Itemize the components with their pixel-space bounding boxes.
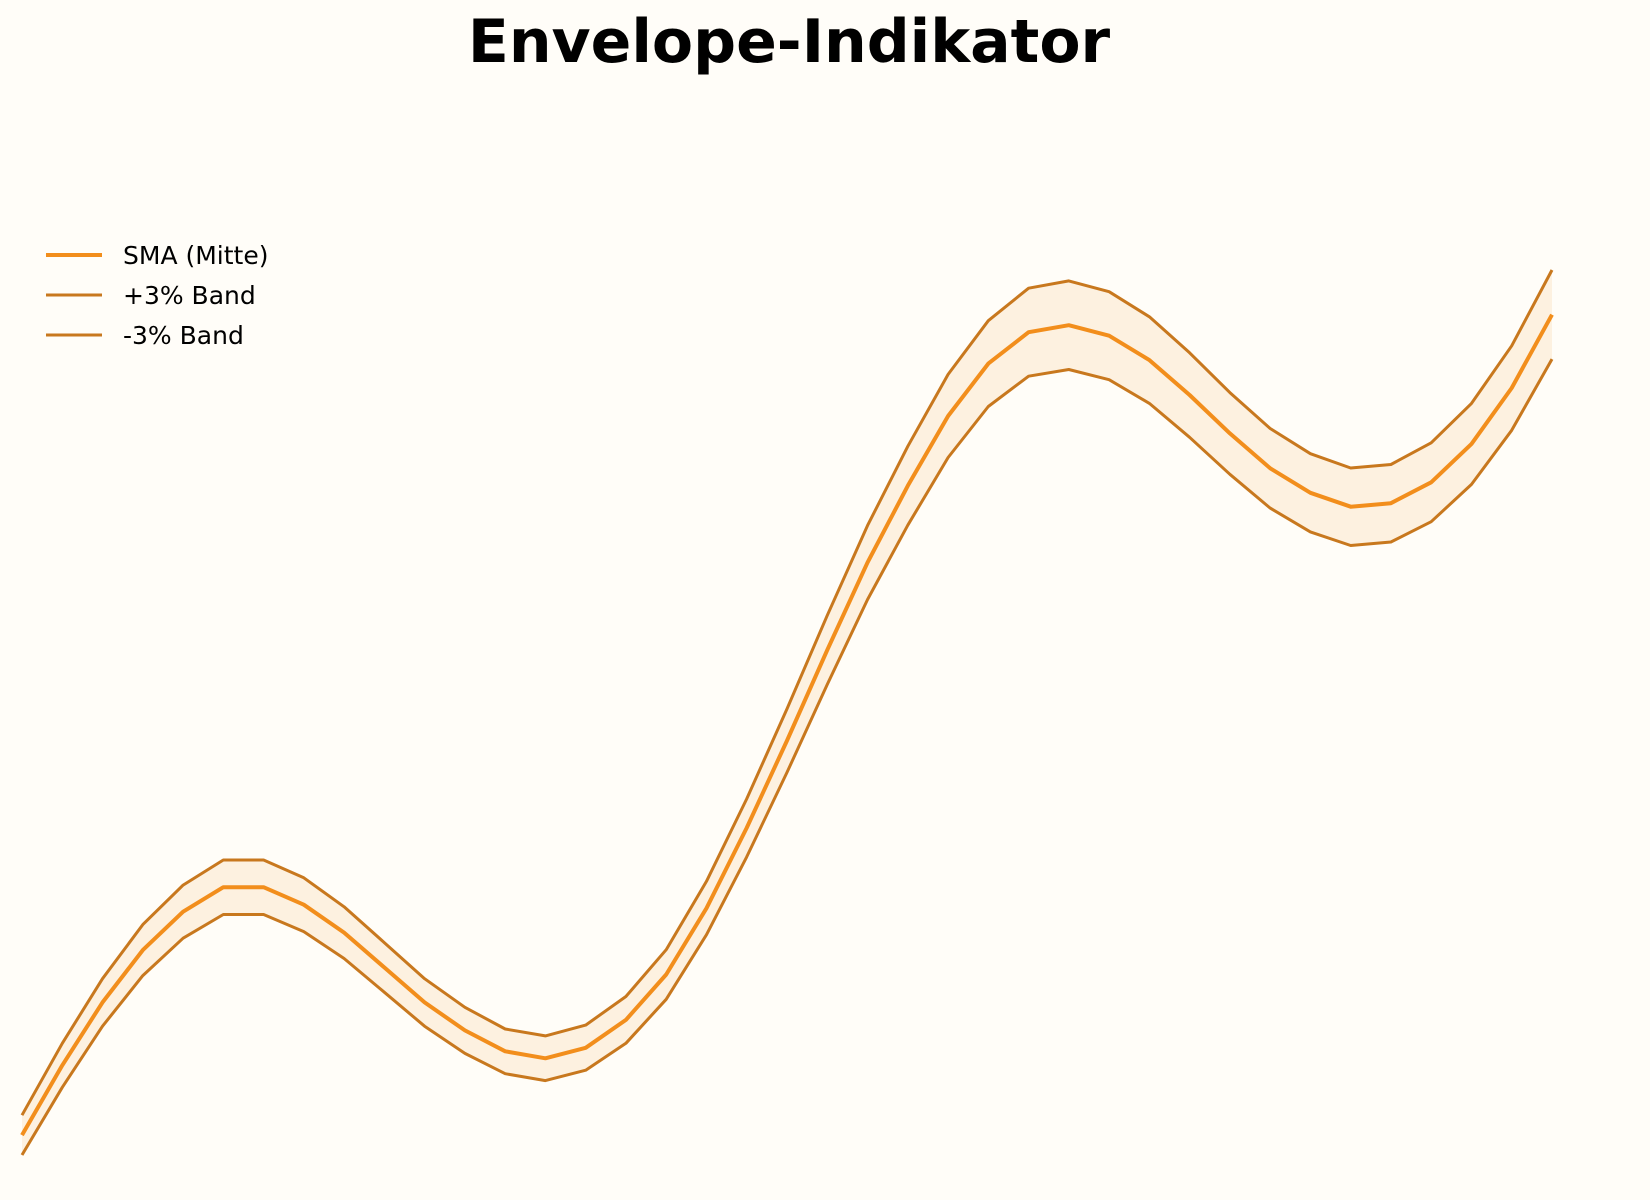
series-line-middle [20,313,1554,1137]
legend-label-upper: +3% Band [123,281,256,310]
series-lines [20,269,1554,1156]
chart-legend: SMA (Mitte) +3% Band -3% Band [46,241,269,350]
series-line-upper [20,269,1554,1116]
legend-item-upper: +3% Band [46,281,256,310]
legend-label-middle: SMA (Mitte) [123,241,269,270]
legend-label-lower: -3% Band [123,321,244,350]
legend-item-lower: -3% Band [46,321,244,350]
chart-title: Envelope-Indikator [467,7,1111,77]
series-line-lower [20,358,1554,1156]
legend-item-middle: SMA (Mitte) [46,241,269,270]
